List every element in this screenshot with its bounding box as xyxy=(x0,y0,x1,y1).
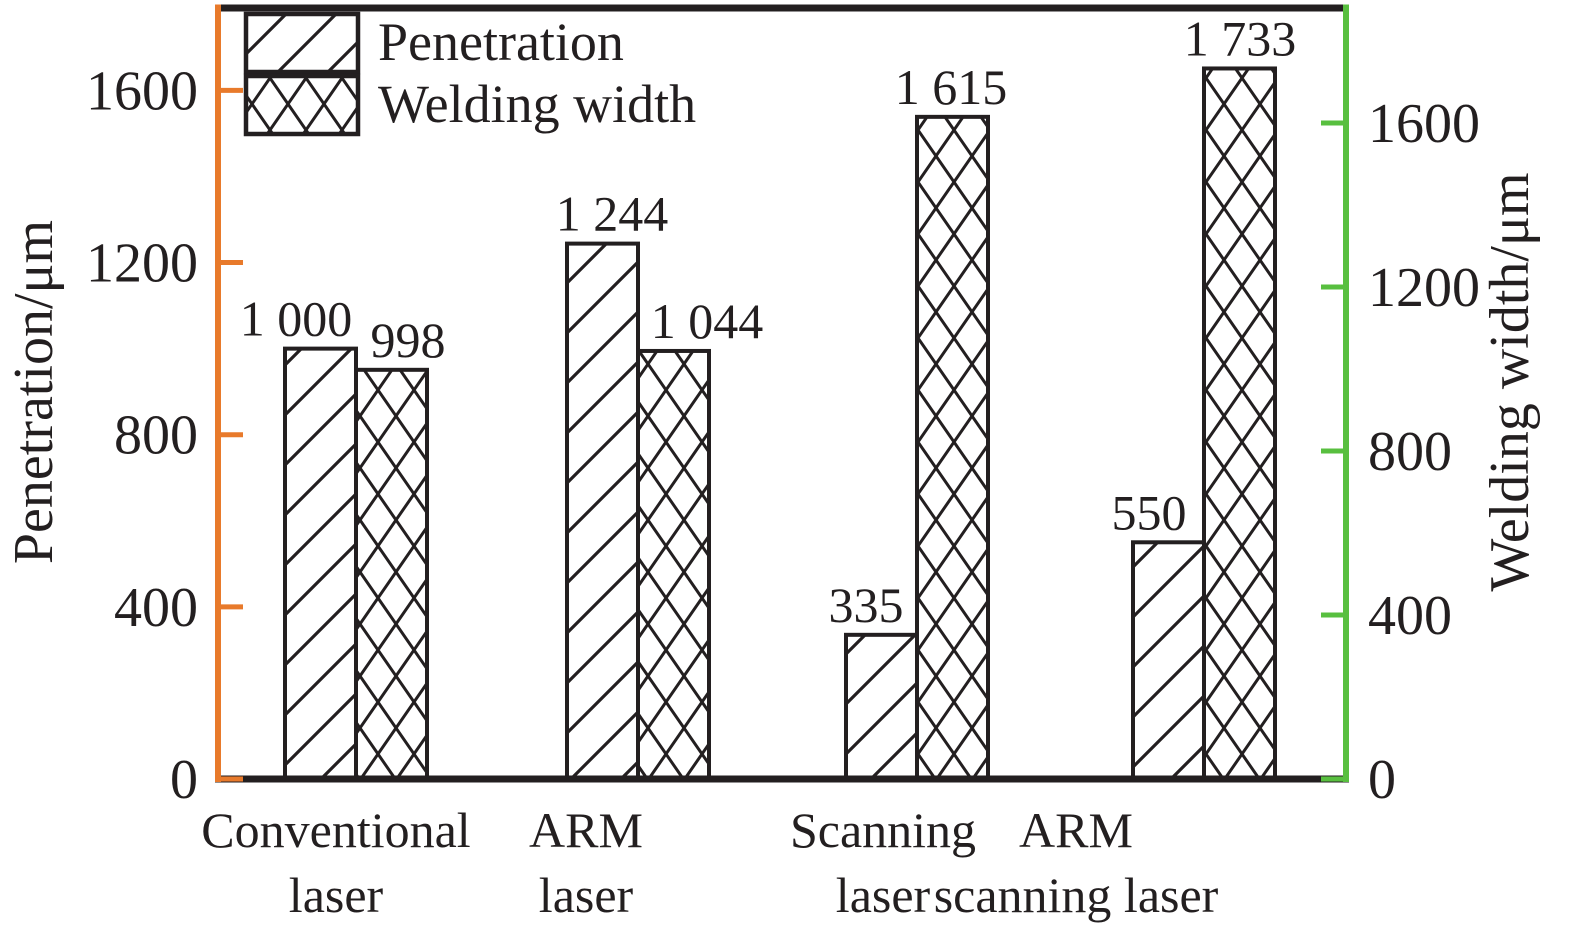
legend-label-1: Welding width xyxy=(378,74,696,134)
value-label-penetration-1: 1 244 xyxy=(556,186,669,242)
legend-swatch-crosshatch xyxy=(243,73,361,137)
category-label-0-line2: laser xyxy=(289,867,384,923)
series-penetration: 1 000 1 244 335 550 xyxy=(240,186,1206,782)
series-welding-width: 998 1 044 1 615 1 733 xyxy=(354,10,1297,782)
legend-swatch-diagonal xyxy=(243,11,361,75)
bar-welding-width-2 xyxy=(915,114,990,782)
bar-penetration-0 xyxy=(283,346,358,781)
right-axis-tick-label-4: 1600 xyxy=(1368,93,1480,155)
bar-penetration-3 xyxy=(1131,540,1206,781)
category-label-3-line1: ARM xyxy=(1019,802,1133,858)
value-label-penetration-2: 335 xyxy=(829,577,904,633)
category-label-1-line2: laser xyxy=(539,867,634,923)
category-label-2-line2: laser xyxy=(836,867,931,923)
bar-penetration-2 xyxy=(844,632,919,782)
value-label-penetration-3: 550 xyxy=(1112,484,1187,540)
value-label-welding-width-2: 1 615 xyxy=(895,59,1008,115)
category-label-2-line1: Scanning xyxy=(790,802,976,858)
legend-label-0: Penetration xyxy=(378,12,624,72)
right-axis-title: Welding width/μm xyxy=(1479,172,1541,591)
bar-penetration-1 xyxy=(565,241,640,781)
category-label-3-line2: scanning laser xyxy=(934,867,1219,923)
category-label-0-line1: Conventional xyxy=(201,802,470,858)
right-axis-tick-label-2: 800 xyxy=(1368,421,1452,483)
bar-welding-width-0 xyxy=(354,367,429,781)
value-label-penetration-0: 1 000 xyxy=(240,291,353,347)
right-axis-tick-label-3: 1200 xyxy=(1368,257,1480,319)
left-axis-tick-label-2: 800 xyxy=(114,405,198,467)
value-label-welding-width-0: 998 xyxy=(371,312,446,368)
bar-welding-width-1 xyxy=(636,348,711,781)
category-label-1-line1: ARM xyxy=(529,802,643,858)
left-axis-tick-label-0: 0 xyxy=(170,749,198,811)
value-label-welding-width-3: 1 733 xyxy=(1184,10,1297,66)
right-axis-tick-label-1: 400 xyxy=(1368,585,1452,647)
left-axis-title: Penetration/μm xyxy=(3,220,65,564)
left-axis-tick-label-4: 1600 xyxy=(86,60,198,122)
bar-welding-width-3 xyxy=(1202,66,1277,782)
left-axis-tick-label-3: 1200 xyxy=(86,233,198,295)
left-axis-tick-label-1: 400 xyxy=(114,577,198,639)
right-axis-tick-label-0: 0 xyxy=(1368,749,1396,811)
value-label-welding-width-1: 1 044 xyxy=(651,293,764,349)
